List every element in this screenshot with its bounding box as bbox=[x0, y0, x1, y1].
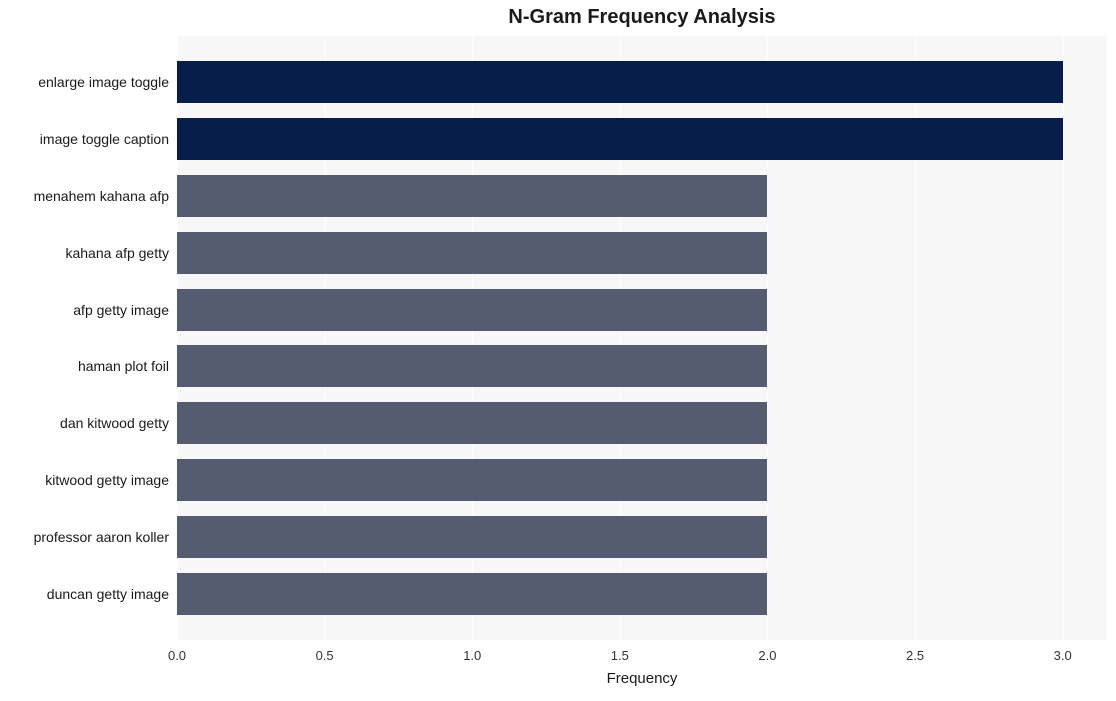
bar bbox=[177, 118, 1063, 160]
y-tick-label: kahana afp getty bbox=[65, 245, 177, 261]
y-tick-label: afp getty image bbox=[73, 302, 177, 318]
bar bbox=[177, 573, 767, 615]
plot-area: Frequency 0.00.51.01.52.02.53.0enlarge i… bbox=[177, 36, 1107, 640]
x-tick-label: 3.0 bbox=[1054, 640, 1072, 663]
bar bbox=[177, 516, 767, 558]
y-tick-label: duncan getty image bbox=[47, 586, 177, 602]
bar bbox=[177, 345, 767, 387]
y-tick-label: haman plot foil bbox=[78, 358, 177, 374]
y-tick-label: dan kitwood getty bbox=[60, 415, 177, 431]
bar bbox=[177, 61, 1063, 103]
bar bbox=[177, 175, 767, 217]
y-tick-label: kitwood getty image bbox=[45, 472, 177, 488]
y-tick-label: enlarge image toggle bbox=[38, 74, 177, 90]
y-tick-label: image toggle caption bbox=[40, 131, 177, 147]
y-tick-label: menahem kahana afp bbox=[34, 188, 177, 204]
chart-title: N-Gram Frequency Analysis bbox=[177, 6, 1107, 29]
x-tick-label: 0.5 bbox=[316, 640, 334, 663]
x-tick-label: 1.0 bbox=[463, 640, 481, 663]
x-tick-label: 2.5 bbox=[906, 640, 924, 663]
bar bbox=[177, 459, 767, 501]
bar bbox=[177, 402, 767, 444]
bar bbox=[177, 289, 767, 331]
chart-container: N-Gram Frequency Analysis Frequency 0.00… bbox=[0, 0, 1116, 701]
x-tick-label: 1.5 bbox=[611, 640, 629, 663]
bar bbox=[177, 232, 767, 274]
x-tick-label: 0.0 bbox=[168, 640, 186, 663]
y-tick-label: professor aaron koller bbox=[34, 529, 177, 545]
x-tick-label: 2.0 bbox=[758, 640, 776, 663]
